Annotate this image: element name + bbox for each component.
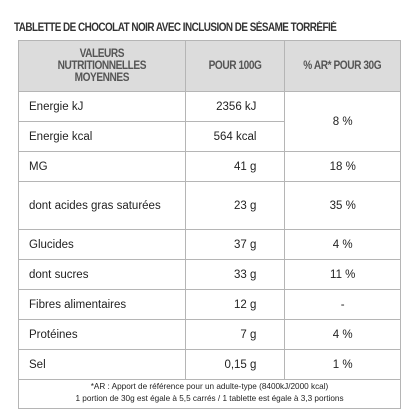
header-text: POUR 100G <box>208 60 262 72</box>
amount-per-100g: 7 g <box>184 319 286 350</box>
reference-intake: 35 % <box>284 181 401 230</box>
nutrient-label: Protéines <box>18 319 186 350</box>
table-row: Energie kJ 2356 kJ 8 % <box>18 91 401 152</box>
header-text: VALEURS NUTRITIONNELLES MOYENNES <box>57 48 147 84</box>
footnote-line: 1 portion de 30g est égale à 5,5 carrés … <box>75 394 344 403</box>
reference-intake: 4 % <box>284 319 401 350</box>
table-row: Fibres alimentaires 12 g- <box>18 289 401 320</box>
amount-per-100g: 12 g <box>184 289 286 320</box>
title: TABLETTE DE CHOCOLAT NOIR AVEC INCLUSION… <box>14 22 337 34</box>
table-body: Energie kJ 2356 kJ 8 % Energie kcal 564 kcal… <box>18 91 401 380</box>
nutrient-label: Sel <box>18 349 186 380</box>
header-cell: VALEURS NUTRITIONNELLES MOYENNES <box>18 40 186 92</box>
table-row: Energie kcal 564 kcal <box>18 121 401 152</box>
footnote: *AR : Apport de référence pour un adulte… <box>18 378 401 409</box>
table-row: MG 41 g 18 % <box>18 151 401 182</box>
nutrient-label: MG <box>18 151 186 182</box>
nutrient-label: dont acides gras saturées <box>18 181 186 230</box>
reference-intake: - <box>284 289 401 320</box>
nutrient-label: Energie kcal <box>18 121 186 152</box>
header-row: VALEURS NUTRITIONNELLES MOYENNES POUR 10… <box>18 40 401 92</box>
header-cell: % AR* POUR 30G <box>284 40 401 92</box>
header-cell: POUR 100G <box>184 40 286 92</box>
table-row: dont sucres 33 g 11 % <box>18 259 401 290</box>
header-text: % AR* POUR 30G <box>303 60 382 72</box>
nutrition-table: VALEURS NUTRITIONNELLES MOYENNES POUR 10… <box>18 40 401 380</box>
amount-per-100g: 2356 kJ <box>184 91 286 122</box>
reference-intake: 1 % <box>284 349 401 380</box>
nutrient-label: dont sucres <box>18 259 186 290</box>
nutrient-label: Fibres alimentaires <box>18 289 186 320</box>
reference-intake: 18 % <box>284 151 401 182</box>
reference-intake: 8 % <box>284 91 401 152</box>
footnote-line: *AR : Apport de référence pour un adulte… <box>90 382 329 391</box>
amount-per-100g: 37 g <box>184 229 286 260</box>
nutrient-label: Energie kJ <box>18 91 186 122</box>
reference-intake: 11 % <box>284 259 401 290</box>
amount-per-100g: 564 kcal <box>184 121 286 152</box>
amount-per-100g: 41 g <box>184 151 286 182</box>
table-row: dont acides gras saturées 23 g 35 % <box>18 181 401 230</box>
reference-intake: 4 % <box>284 229 401 260</box>
nutrient-label: Glucides <box>18 229 186 260</box>
amount-per-100g: 33 g <box>184 259 286 290</box>
amount-per-100g: 0,15 g <box>184 349 286 380</box>
amount-per-100g: 23 g <box>184 181 286 230</box>
